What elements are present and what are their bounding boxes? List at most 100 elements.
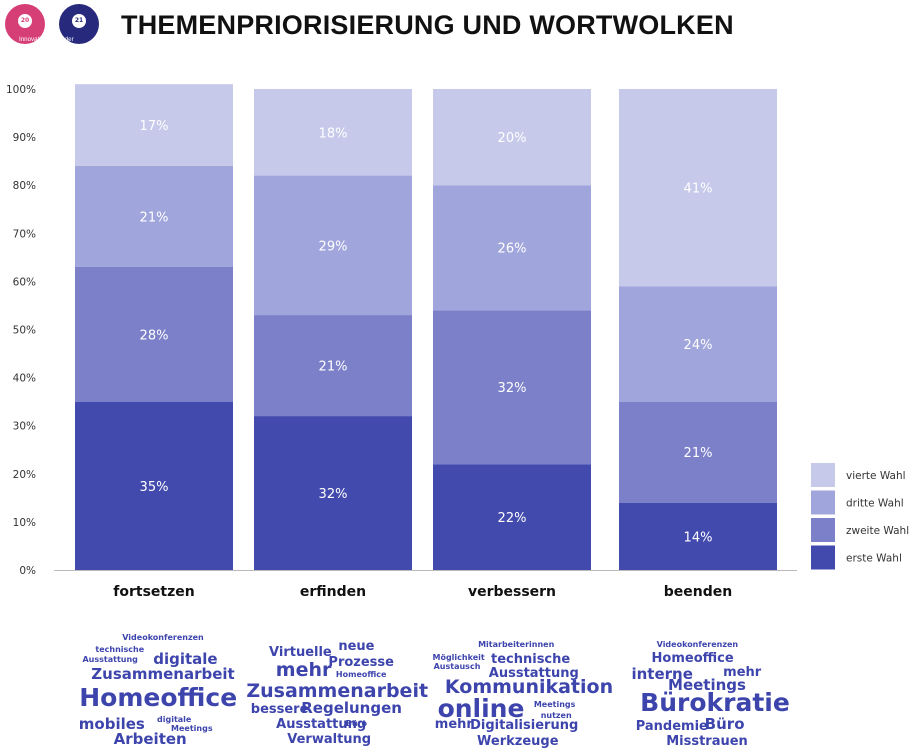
- bar-segment-beenden-erste: [619, 502, 777, 570]
- wordcloud-word: mehr: [275, 659, 332, 681]
- data-label: 26%: [498, 242, 527, 257]
- wordcloud-word: Büro: [704, 715, 745, 733]
- wordcloud-word: Verwaltung: [287, 732, 372, 747]
- bar-segment-erfinden-vierte: [254, 89, 412, 176]
- category-label: beenden: [664, 584, 732, 600]
- data-label: 21%: [319, 360, 348, 375]
- wordcloud-word: Misstrauen: [666, 734, 748, 749]
- wordcloud-word: mehr: [723, 665, 762, 680]
- wordcloud-word: Werkzeuge: [477, 734, 559, 749]
- bar-segment-beenden-vierte: [619, 89, 777, 287]
- wordcloud-word: Meetings: [171, 724, 213, 733]
- bar-segment-fortsetzen-zweite: [75, 266, 233, 402]
- data-label: 22%: [498, 511, 527, 526]
- legend-swatch: [811, 463, 835, 487]
- bar-segment-fortsetzen-vierte: [75, 84, 233, 166]
- legend-label: erste Wahl: [846, 553, 902, 565]
- wordcloud-word: Meetings: [668, 676, 746, 694]
- wordcloud-word: Bürokratie: [640, 688, 790, 717]
- data-label: 41%: [684, 182, 713, 197]
- category-label: fortsetzen: [113, 584, 194, 600]
- data-label: 28%: [140, 328, 169, 343]
- logo-caption: Innovationsrekorder: [19, 36, 74, 43]
- wordcloud-beenden: Videokonferenzen Homeoffice interne mehr Mee…: [619, 628, 789, 752]
- wordcloud-word: Ausstattung: [82, 655, 138, 664]
- wordcloud-word: bessere: [250, 702, 309, 717]
- bar-segment-verbessern-vierte: [433, 89, 591, 186]
- wordcloud-word: nutzen: [540, 711, 572, 720]
- category-label: erfinden: [300, 584, 366, 600]
- y-tick-label: 0%: [19, 565, 36, 577]
- wordcloud-word: Zusammenarbeit: [246, 680, 429, 702]
- wordcloud-word: mobiles: [78, 715, 145, 733]
- data-label: 35%: [140, 480, 169, 495]
- data-label: 29%: [319, 239, 348, 254]
- wordcloud-word: Arbeiten: [113, 730, 187, 748]
- legend-label: dritte Wahl: [846, 498, 904, 510]
- bar-segment-beenden-dritte: [619, 286, 777, 402]
- legend-swatch: [811, 490, 835, 515]
- y-tick-label: 40%: [13, 373, 36, 385]
- wordcloud-verbessern: Mitarbeiterinnen Möglichkeit technische Aus…: [432, 628, 613, 752]
- stacked-bar-chart: 0% 10% 20% 30% 40% 50% 60% 70% 80% 90% 100% 35% 28% 2…: [6, 84, 909, 600]
- y-tick-label: 100%: [6, 84, 36, 96]
- logo-2020-number: 20: [18, 14, 32, 28]
- wordcloud-word: Virtuelle: [269, 645, 332, 660]
- wordcloud-word: Pandemie: [635, 719, 708, 734]
- wordcloud-word: online: [437, 694, 525, 723]
- data-label: 18%: [319, 126, 348, 141]
- wordcloud-word: Digitalisierung: [470, 718, 579, 733]
- wordcloud-word: Meetings: [533, 700, 576, 709]
- wordcloud-fortsetzen: Videokonferenzen technische Ausstattung dig…: [75, 628, 238, 752]
- wordcloud-word: Austausch: [433, 662, 481, 671]
- wordcloud-word: Mitarbeiterinnen: [478, 640, 555, 649]
- wordcloud-word: technische: [490, 652, 571, 667]
- data-label: 21%: [140, 210, 169, 225]
- wordcloud-word: Kommunikation: [444, 676, 614, 698]
- data-label: 17%: [140, 119, 169, 134]
- bar-segment-erfinden-erste: [254, 416, 412, 570]
- wordcloud-word: mehr: [434, 717, 473, 732]
- y-tick-label: 30%: [13, 421, 36, 433]
- wordcloud-word: Ausstattung: [276, 717, 367, 732]
- wordcloud-word: Ausstattung: [488, 666, 579, 681]
- legend-label: vierte Wahl: [846, 470, 906, 482]
- wordcloud-word: Zusammenarbeit: [91, 665, 235, 683]
- wordcloud-word: Homeoffice: [335, 670, 387, 679]
- wordcloud-word: Homeoffice: [651, 651, 734, 666]
- logo-2020: 20: [5, 4, 45, 44]
- wordcloud-erfinden: Virtuelle neue Prozesse mehr Homeoffice Zusam…: [246, 628, 428, 752]
- wordcloud-word: digitale: [157, 715, 192, 724]
- bar-segment-verbessern-dritte: [433, 185, 591, 311]
- wordcloud-word: Videokonferenzen: [122, 633, 204, 642]
- bar-segment-erfinden-zweite: [254, 315, 412, 417]
- wordcloud-word: Büro: [345, 719, 368, 728]
- wordcloud-word: Homeoffice: [79, 683, 238, 712]
- y-tick-label: 90%: [13, 132, 36, 144]
- data-label: 32%: [498, 381, 527, 396]
- bar-segment-verbessern-erste: [433, 464, 591, 570]
- data-label: 20%: [498, 131, 527, 146]
- data-label: 21%: [684, 446, 713, 461]
- data-label: 14%: [684, 530, 713, 545]
- bar-segment-fortsetzen-dritte: [75, 165, 233, 267]
- bar-segment-verbessern-zweite: [433, 310, 591, 465]
- y-tick-label: 60%: [13, 276, 36, 288]
- legend-label: zweite Wahl: [846, 525, 909, 537]
- wordcloud-word: interne: [631, 665, 693, 683]
- legend-swatch: [811, 518, 835, 542]
- logo-2021-number: 21: [72, 14, 86, 28]
- page-title: THEMENPRIORISIERUNG UND WORTWOLKEN: [121, 10, 734, 40]
- bar-segment-beenden-zweite: [619, 401, 777, 503]
- wordcloud-word: Prozesse: [328, 655, 394, 670]
- bar-segment-erfinden-dritte: [254, 175, 412, 316]
- y-tick-label: 50%: [13, 325, 36, 337]
- wordcloud-word: neue: [338, 639, 375, 654]
- bar-segment-fortsetzen-erste: [75, 401, 233, 570]
- data-label: 24%: [684, 338, 713, 353]
- y-tick-label: 20%: [13, 469, 36, 481]
- y-tick-label: 70%: [13, 228, 36, 240]
- data-label: 32%: [319, 487, 348, 502]
- y-tick-label: 80%: [13, 180, 36, 192]
- y-tick-label: 10%: [13, 517, 36, 529]
